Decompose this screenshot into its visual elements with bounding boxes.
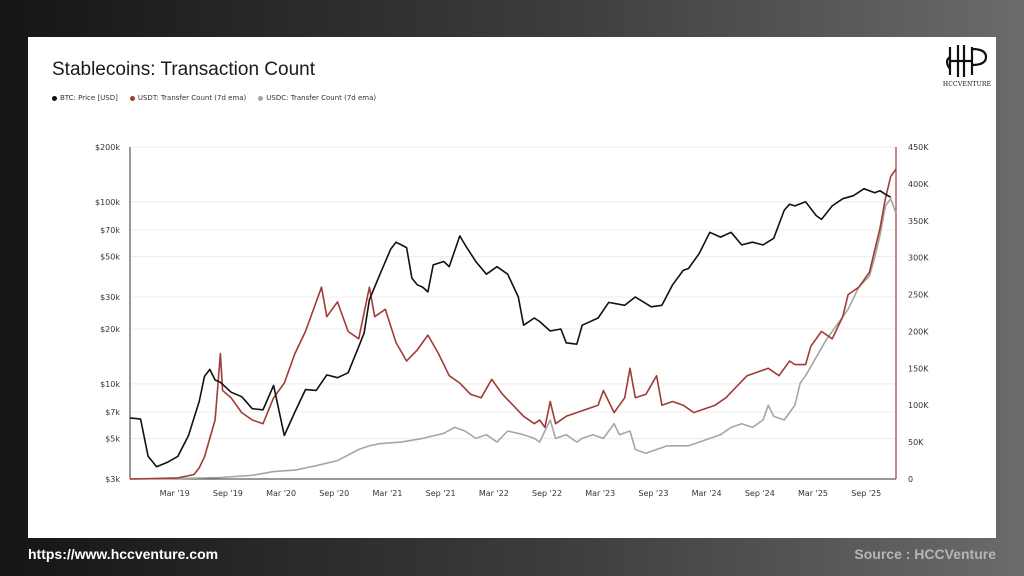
x-tick-label: Mar '24 [692, 489, 722, 498]
right-tick-label: 250K [908, 291, 929, 300]
hccventure-logo: HCCVENTURE [942, 43, 992, 88]
x-tick-label: Mar '20 [266, 489, 296, 498]
legend-label-usdc: USDC: Transfer Count (7d ema) [266, 94, 377, 102]
left-tick-label: $50k [100, 253, 120, 262]
chart-title: Stablecoins: Transaction Count [52, 59, 315, 80]
series-usdt-line [129, 168, 897, 480]
chart-plot: $3k $5k $7k $10k $20k $30k $50k $70k $100k $200k 0… [95, 143, 929, 498]
logo-mark-icon [945, 45, 988, 77]
right-tick-label: 150K [908, 364, 929, 373]
right-tick-label: 100K [908, 401, 929, 410]
legend-label-btc: BTC: Price [USD] [60, 94, 118, 102]
right-tick-label: 50K [908, 438, 924, 447]
legend-dot-usdc [258, 95, 264, 101]
chart-legend: BTC: Price [USD] USDT: Transfer Count (7… [52, 94, 376, 102]
series-usdc-line [129, 197, 897, 480]
left-tick-label: $100k [95, 198, 120, 207]
left-tick-label: $10k [100, 380, 120, 389]
legend-item-usdt[interactable]: USDT: Transfer Count (7d ema) [129, 94, 247, 102]
left-tick-label: $7k [105, 408, 120, 417]
logo-text: HCCVENTURE [942, 81, 992, 88]
left-tick-label: $30k [100, 293, 120, 302]
footer-url[interactable]: https://www.hccventure.com [28, 546, 219, 562]
x-tick-label: Mar '25 [798, 489, 828, 498]
legend-dot-usdt [129, 95, 135, 101]
right-tick-label: 450K [908, 143, 929, 152]
right-tick-label: 350K [908, 217, 929, 226]
legend-item-btc[interactable]: BTC: Price [USD] [52, 94, 118, 102]
left-tick-label: $70k [100, 226, 120, 235]
right-tick-label: 200K [908, 327, 929, 336]
footer-source: Source : HCCVenture [854, 546, 996, 562]
x-tick-label: Mar '23 [585, 489, 615, 498]
left-tick-label: $20k [100, 325, 120, 334]
legend-dot-btc [52, 95, 57, 101]
x-tick-label: Sep '19 [213, 489, 243, 498]
x-tick-label: Mar '19 [160, 489, 190, 498]
right-tick-label: 0 [908, 475, 913, 484]
right-tick-label: 300K [908, 254, 929, 263]
right-tick-label: 400K [908, 180, 929, 189]
left-tick-label: $200k [95, 143, 120, 152]
x-tick-label: Sep '24 [745, 489, 775, 498]
legend-item-usdc[interactable]: USDC: Transfer Count (7d ema) [258, 94, 376, 102]
x-tick-label: Sep '22 [532, 489, 562, 498]
left-tick-label: $5k [105, 435, 120, 444]
left-tick-label: $3k [105, 475, 120, 484]
x-tick-label: Mar '22 [479, 489, 509, 498]
chart-card: Stablecoins: Transaction Count BTC: Pric… [28, 37, 996, 538]
x-tick-label: Mar '21 [372, 489, 402, 498]
legend-label-usdt: USDT: Transfer Count (7d ema) [137, 94, 247, 102]
x-tick-label: Sep '20 [319, 489, 349, 498]
x-tick-label: Sep '23 [638, 489, 668, 498]
series-btc-line [129, 187, 892, 468]
x-tick-label: Sep '21 [426, 489, 456, 498]
x-tick-label: Sep '25 [851, 489, 881, 498]
